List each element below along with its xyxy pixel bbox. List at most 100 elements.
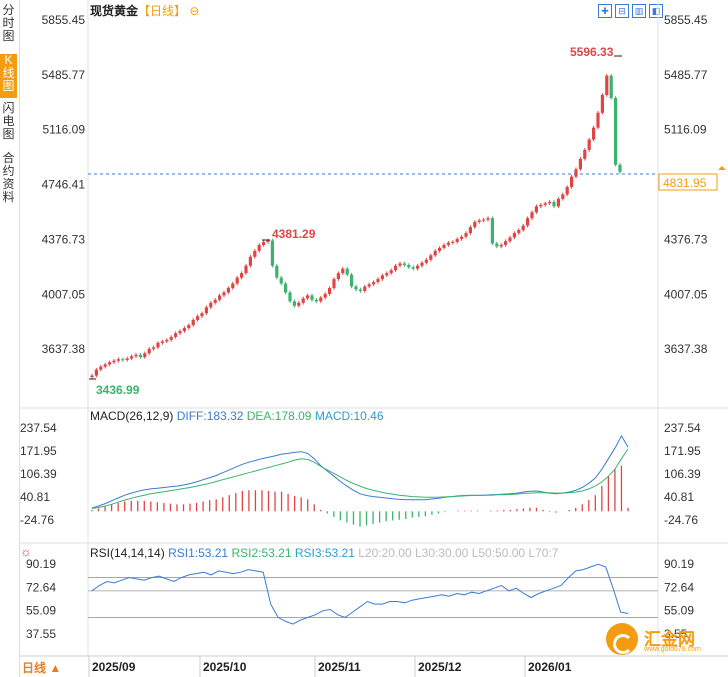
macd-value-label: MACD:10.46 [314, 409, 384, 423]
candle-body [275, 265, 279, 278]
price-tick-left: 3637.38 [42, 342, 86, 356]
candle-body [152, 347, 156, 349]
price-tick-left: 5485.77 [42, 68, 86, 82]
date-label: 2025/10 [203, 660, 247, 674]
candle-body [407, 264, 411, 268]
candle-body [548, 201, 552, 204]
macd-tick-right: -24.76 [664, 513, 698, 527]
candle-body [402, 263, 406, 265]
candle-body [262, 241, 266, 245]
candle-body [420, 262, 424, 266]
candle-body [455, 238, 459, 242]
candle-body [539, 204, 543, 207]
candle-body [473, 221, 477, 228]
candle-body [614, 97, 618, 165]
candle-body [578, 158, 582, 170]
candle-body [530, 212, 534, 219]
settings-sun-icon[interactable]: ☼ [20, 544, 32, 559]
candle-body [143, 353, 147, 358]
date-label: 2026/01 [528, 660, 572, 674]
back-icon[interactable]: ◧ [649, 4, 663, 18]
candle-body [605, 75, 609, 95]
candle-body [121, 359, 125, 361]
candle-body [552, 201, 556, 207]
candle-body [200, 313, 204, 317]
price-tick-right: 5485.77 [664, 68, 708, 82]
rsi-tick-right: 3.55 [664, 627, 688, 641]
zoom-in-icon[interactable]: ✚ [598, 4, 612, 18]
rsi-tick-right: 90.19 [664, 557, 694, 571]
date-label: 2025/09 [92, 660, 136, 674]
toolbar: ✚ ⊟ ▥ ◧ [595, 1, 663, 19]
candle-body [398, 263, 402, 266]
candle-mode-icon[interactable]: ▥ [632, 4, 646, 18]
candle-body [556, 198, 560, 207]
price-tick-right: 5855.45 [664, 13, 708, 27]
rsi1-label: RSI1:53.21 [168, 546, 229, 560]
candle-body [160, 341, 164, 343]
candle-body [380, 275, 384, 280]
candle-body [99, 366, 103, 370]
macd-diff-line [91, 434, 629, 509]
candle-body [609, 75, 613, 98]
candle-body [521, 225, 525, 231]
candle-body [429, 255, 433, 260]
candle-body [618, 164, 622, 172]
macd-dea-label: DEA:178.09 [246, 409, 312, 423]
instrument-name: 现货黄金 [90, 4, 139, 18]
tab-kline[interactable]: K线图 [0, 54, 17, 98]
macd-dea-line [91, 448, 629, 509]
candle-body [350, 274, 354, 287]
watermark-logo: 汇金网 www.gold678.com [606, 619, 718, 655]
candle-body [253, 250, 257, 257]
candle-body [130, 356, 134, 359]
candle-body [570, 176, 574, 188]
bottom-period-tab[interactable]: 日线 ▲ [22, 661, 62, 675]
rsi-l20: L20:20.00 [358, 546, 412, 560]
candle-body [112, 360, 116, 363]
date-label: 2025/12 [418, 660, 462, 674]
low-annotation: 3436.99 [96, 383, 140, 397]
candle-body [301, 298, 305, 303]
rsi-tick-right: 55.09 [664, 604, 694, 618]
logo-text: 汇金网 [644, 630, 695, 649]
logo-circle-icon [606, 623, 638, 655]
candle-body [134, 354, 138, 357]
candle-body [534, 206, 538, 213]
price-tick-left: 4376.73 [42, 232, 86, 246]
collapse-icon[interactable]: ⊖ [189, 4, 200, 18]
tab-timeshare[interactable]: 分时图 [2, 3, 15, 43]
candle-body [442, 244, 446, 248]
candle-body [204, 307, 208, 314]
candle-body [490, 218, 494, 244]
candle-body [187, 325, 191, 329]
tab-contract-info[interactable]: 合约资料 [2, 151, 15, 204]
candle-body [292, 301, 296, 306]
candle-body [354, 286, 358, 290]
candle-body [385, 273, 389, 276]
candle-body [464, 233, 468, 237]
zoom-out-icon[interactable]: ⊟ [615, 4, 629, 18]
candle-body [266, 240, 270, 242]
candle-body [504, 241, 508, 245]
candle-body [416, 265, 420, 269]
period-label[interactable]: 【日线】 [138, 4, 187, 18]
candle-body [482, 219, 486, 221]
candle-body [270, 240, 274, 266]
candle-body [169, 336, 173, 340]
logo-url: www.gold678.com [644, 646, 701, 653]
price-tick-left: 4007.05 [42, 287, 86, 301]
chart-grid [20, 0, 728, 657]
candle-body [191, 319, 195, 326]
macd-title: MACD(26,12,9) [90, 409, 174, 423]
candle-body [411, 267, 415, 269]
candle-body [451, 241, 455, 243]
candle-body [209, 302, 213, 308]
price-tick-left: 5855.45 [42, 13, 86, 27]
candle-body [438, 247, 442, 251]
candle-body [592, 127, 596, 140]
macd-tick-left: 171.95 [20, 444, 57, 458]
candle-body [319, 297, 323, 302]
tab-lightning[interactable]: 闪电图 [2, 101, 15, 141]
